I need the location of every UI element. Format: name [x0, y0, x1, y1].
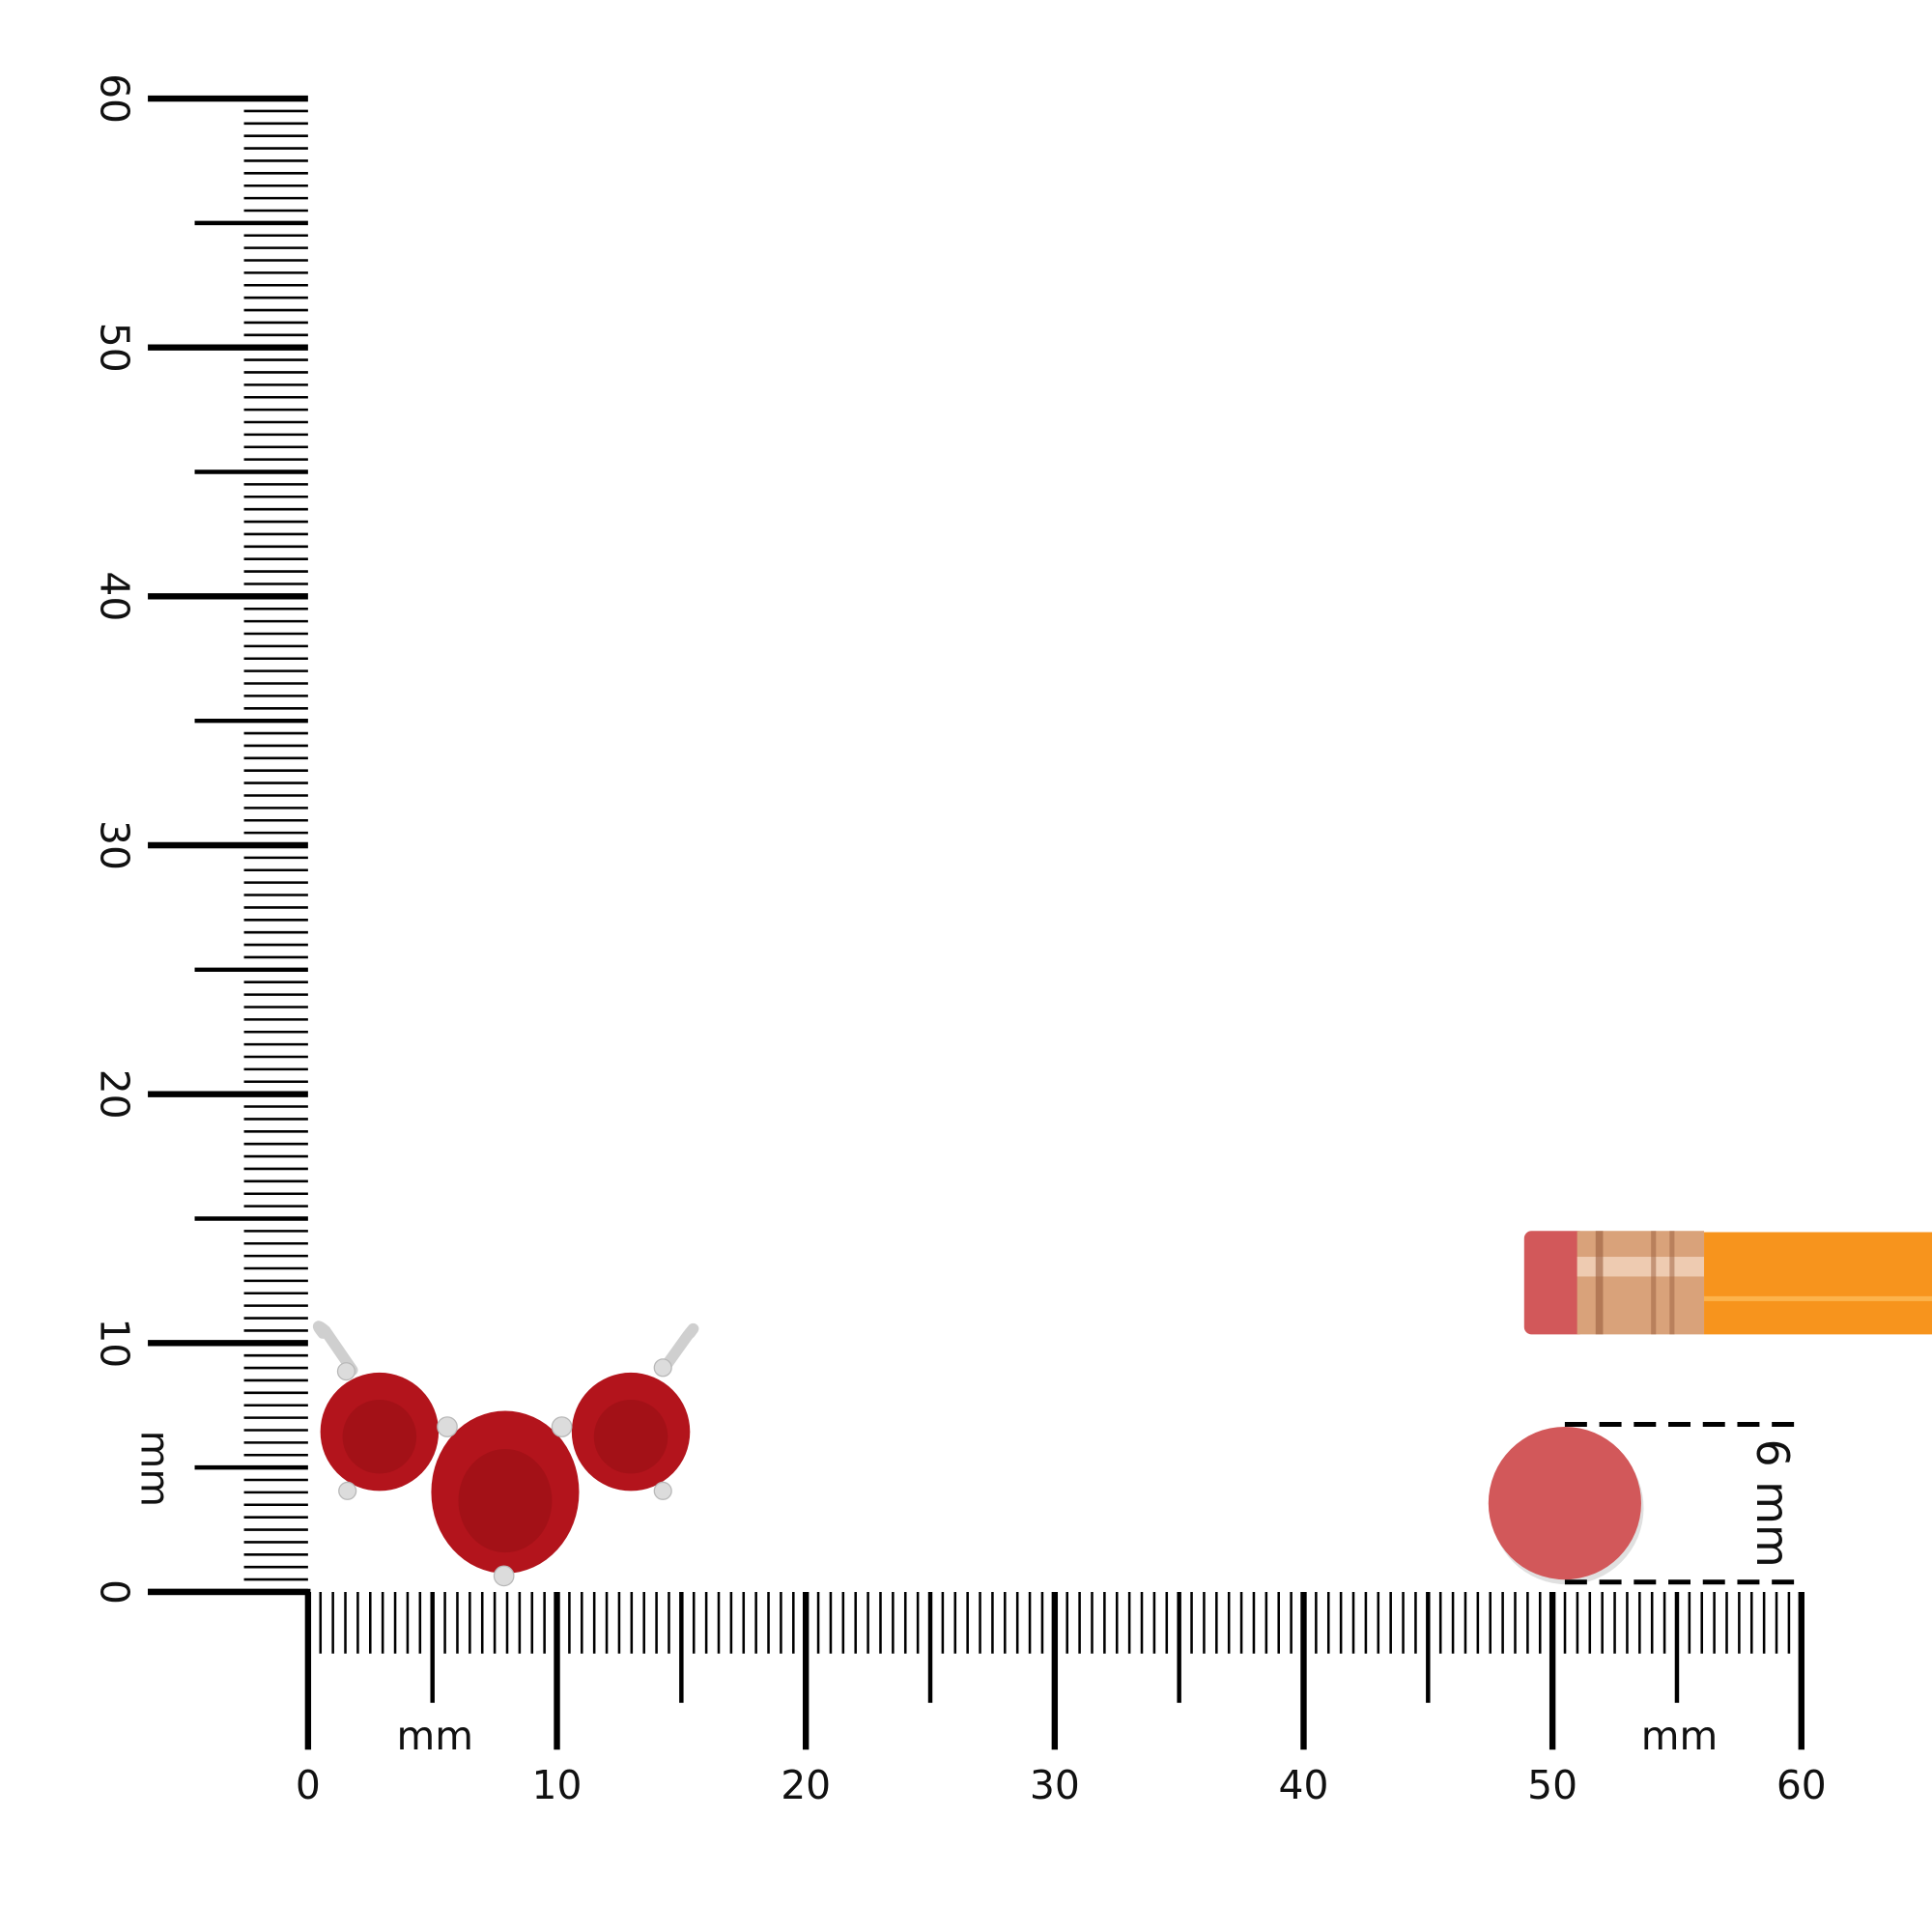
x-tick-label: 30	[1030, 1762, 1080, 1808]
y-ruler	[148, 95, 311, 1596]
pencil-eraser	[1523, 1231, 1586, 1335]
eraser-reference-dot	[1488, 1427, 1641, 1580]
reference-size-label: 6 mm	[1747, 1438, 1799, 1567]
y-tick-label: 50	[92, 323, 138, 373]
x-tick-label: 20	[781, 1762, 831, 1808]
gem-necklace	[312, 1321, 699, 1587]
x-ruler	[304, 1591, 1804, 1750]
y-ruler-labels: 0 10 20 30 40 50 60	[92, 73, 138, 1605]
x-unit-label-right: mm	[1641, 1713, 1718, 1759]
x-tick-label: 40	[1279, 1762, 1329, 1808]
x-tick-label: 60	[1776, 1762, 1827, 1808]
x-ruler-labels: 0 10 20 30 40 50 60	[296, 1762, 1827, 1808]
y-tick-label: 10	[92, 1318, 138, 1368]
y-tick-label: 0	[92, 1579, 138, 1605]
x-tick-label: 50	[1527, 1762, 1577, 1808]
y-tick-label: 60	[92, 73, 138, 124]
x-unit-label-left: mm	[397, 1713, 473, 1759]
x-tick-label: 10	[532, 1762, 582, 1808]
pencil	[1523, 1231, 1932, 1335]
y-tick-label: 30	[92, 820, 138, 870]
y-tick-label: 20	[92, 1069, 138, 1120]
y-unit-label: mm	[132, 1431, 179, 1507]
x-tick-label: 0	[296, 1762, 321, 1808]
y-tick-label: 40	[92, 571, 138, 621]
pencil-body	[1704, 1232, 1932, 1335]
